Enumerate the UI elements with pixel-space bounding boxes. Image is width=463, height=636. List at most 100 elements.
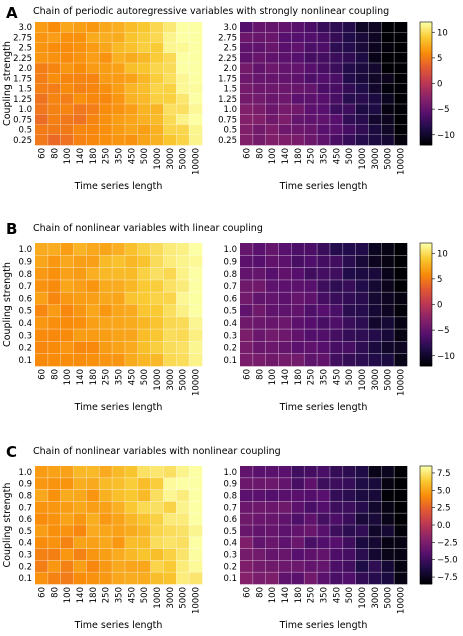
heatmap-cell (381, 104, 395, 115)
heatmap-cell (317, 572, 331, 585)
heatmap-cell (291, 572, 305, 585)
heatmap-cell (240, 513, 254, 526)
heatmap-cell (189, 536, 203, 549)
heatmap-cell (73, 279, 87, 293)
heatmap-cell (329, 124, 344, 136)
heatmap-cell (342, 104, 356, 115)
heatmap-cell (189, 22, 203, 33)
heatmap-cell (124, 42, 139, 54)
colorbar-step (420, 132, 432, 136)
heatmap-cell (99, 134, 113, 146)
x-tick-label: 350 (320, 587, 330, 603)
colorbar-step (420, 83, 432, 86)
heatmap-cell (342, 83, 356, 95)
heatmap-cell (304, 501, 318, 514)
heatmap-cell (163, 52, 177, 64)
colorbar-step (420, 106, 432, 109)
heatmap-cell (342, 279, 356, 293)
heatmap-cell (355, 42, 369, 54)
heatmap-cell (317, 255, 331, 268)
x-tick-label: 5000 (179, 369, 189, 391)
heatmap-cell (265, 304, 279, 318)
heatmap-cell (47, 341, 61, 354)
heatmap-cell (150, 572, 164, 585)
x-tick-label: 500 (140, 587, 150, 603)
heatmap-cell (240, 83, 254, 95)
heatmap-cell (252, 255, 266, 268)
heatmap-cell (176, 243, 190, 256)
heatmap-cell (86, 513, 100, 526)
heatmap-cell (317, 560, 331, 573)
heatmap-cell (112, 316, 126, 330)
heatmap-cell (342, 114, 356, 125)
heatmap-cell (265, 279, 279, 293)
x-tick-label: 5000 (384, 369, 394, 391)
colorbar-tick-label: −2.5 (437, 538, 458, 548)
heatmap-cell (73, 52, 87, 64)
y-tick-label: 2.0 (18, 64, 32, 74)
heatmap-cell (252, 560, 266, 573)
heatmap-cell (278, 279, 292, 293)
heatmap-cell (252, 304, 266, 318)
heatmap-cell (342, 316, 356, 330)
y-tick-label: 0.25 (218, 136, 237, 146)
heatmap-cell (317, 42, 331, 54)
colorbar-step (420, 104, 432, 107)
heatmap-cell (86, 73, 100, 84)
heatmap-cell (368, 134, 382, 146)
heatmap-cell (73, 560, 87, 573)
heatmap-cell (137, 52, 151, 64)
heatmap-cell (47, 304, 61, 318)
heatmap-cell (329, 243, 344, 256)
heatmap-cell (137, 134, 151, 146)
heatmap-cell (35, 267, 49, 281)
heatmap-cell (86, 489, 100, 502)
heatmap-cell (99, 466, 113, 479)
heatmap-cell (394, 525, 408, 538)
heatmap-cell (60, 572, 74, 585)
heatmap-cell (317, 513, 331, 526)
heatmap-cell (60, 513, 74, 526)
heatmap-cell (252, 63, 266, 74)
y-tick-label: 0.8 (18, 270, 32, 280)
y-tick-label: 0.1 (18, 574, 32, 584)
x-tick-label: 350 (320, 148, 330, 164)
heatmap-cell (112, 32, 126, 43)
heatmap-cell (368, 114, 382, 125)
colorbar-step (420, 485, 432, 489)
heatmap-cell (176, 267, 190, 281)
colorbar-step (420, 339, 432, 342)
x-tick-label: 80 (255, 587, 265, 598)
heatmap-cell (35, 63, 49, 74)
heatmap-cell (342, 134, 356, 146)
heatmap-cell (304, 536, 318, 549)
y-tick-label: 0.5 (18, 307, 32, 317)
x-tick-label: 10000 (192, 369, 202, 396)
x-tick-label: 100 (63, 148, 73, 164)
x-tick-label: 10000 (397, 587, 407, 614)
heatmap-cell (150, 134, 164, 146)
heatmap-cell (35, 513, 49, 526)
colorbar-step (420, 507, 432, 510)
heatmap-cell (304, 304, 318, 318)
colorbar-step (420, 294, 432, 297)
heatmap-cell (176, 548, 190, 561)
colorbar-step (420, 333, 432, 336)
heatmap-cell (99, 329, 113, 342)
colorbar-step (420, 24, 432, 27)
colorbar-step (420, 118, 432, 121)
heatmap-cell (112, 353, 126, 367)
heatmap-cell (112, 104, 126, 115)
colorbar-step (420, 499, 432, 502)
heatmap-cell (304, 279, 318, 293)
heatmap-cell (189, 548, 203, 561)
heatmap-cell (137, 341, 151, 354)
heatmap-cell (342, 501, 356, 514)
heatmap-cell (304, 22, 318, 33)
colorbar-step (420, 322, 432, 326)
heatmap-cell (355, 243, 369, 256)
colorbar-step (420, 87, 432, 91)
heatmap-cell (73, 63, 87, 74)
x-tick-label: 350 (320, 369, 330, 385)
x-tick-label: 250 (307, 369, 317, 385)
